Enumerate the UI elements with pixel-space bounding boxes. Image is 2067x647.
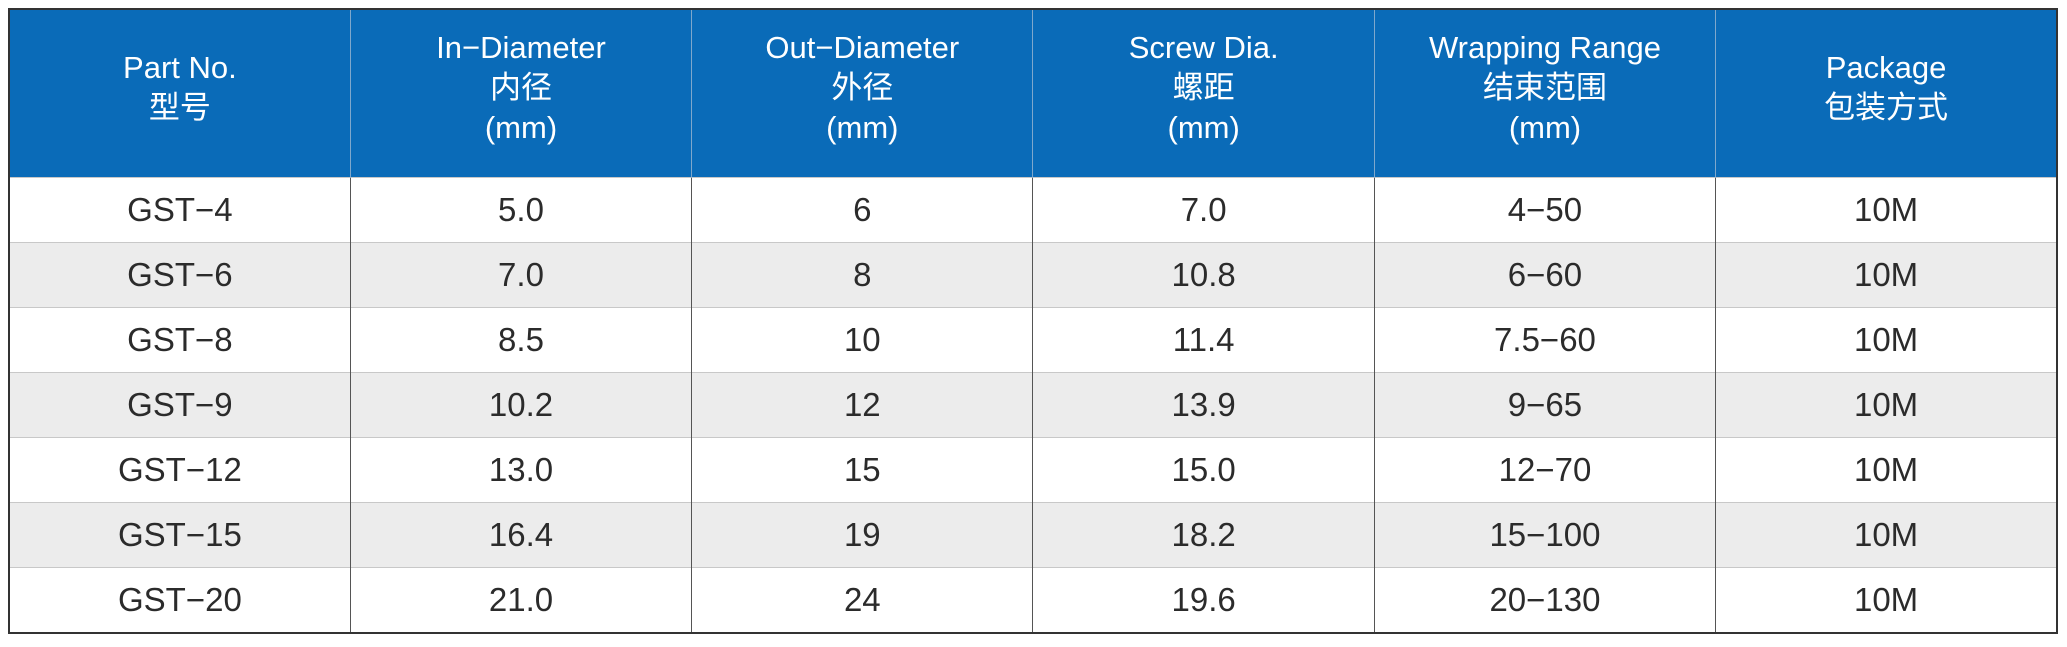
header-row: Part No. 型号 In−Diameter 内径 (mm) Out−Diamete… <box>9 9 2057 178</box>
header-unit: (mm) <box>1508 109 1582 145</box>
cell-out-diameter: 24 <box>691 567 1033 633</box>
header-en: Package <box>1825 49 1947 85</box>
cell-screw-dia: 15.0 <box>1032 437 1375 503</box>
table-row: GST−9 10.2 12 13.9 9−65 10M <box>9 372 2057 438</box>
cell-part-no: GST−8 <box>9 307 351 373</box>
cell-screw-dia: 11.4 <box>1032 307 1375 373</box>
cell-screw-dia: 19.6 <box>1032 567 1375 633</box>
cell-package: 10M <box>1715 567 2057 633</box>
cell-in-diameter: 21.0 <box>349 567 692 633</box>
header-en: Wrapping Range <box>1428 29 1662 65</box>
header-en: In−Diameter <box>436 29 606 65</box>
header-cn: 外径 <box>831 69 894 105</box>
cell-out-diameter: 10 <box>691 307 1033 373</box>
table-header: Part No. 型号 In−Diameter 内径 (mm) Out−Diamete… <box>9 9 2057 178</box>
cell-in-diameter: 5.0 <box>349 177 692 243</box>
header-cn: 结束范围 <box>1482 69 1607 105</box>
header-en: Out−Diameter <box>765 29 960 65</box>
header-unit: (mm) <box>484 109 558 145</box>
cell-package: 10M <box>1715 242 2057 308</box>
table-row: GST−4 5.0 6 7.0 4−50 10M <box>9 177 2057 243</box>
cell-part-no: GST−9 <box>9 372 351 438</box>
table-row: GST−15 16.4 19 18.2 15−100 10M <box>9 502 2057 568</box>
cell-out-diameter: 6 <box>691 177 1033 243</box>
header-cn: 螺距 <box>1172 69 1235 105</box>
table-row: GST−6 7.0 8 10.8 6−60 10M <box>9 242 2057 308</box>
cell-wrapping-range: 12−70 <box>1373 437 1716 503</box>
cell-in-diameter: 10.2 <box>349 372 692 438</box>
header-part-no: Part No. 型号 <box>9 9 351 178</box>
header-cn: 型号 <box>148 89 211 125</box>
table-row: GST−8 8.5 10 11.4 7.5−60 10M <box>9 307 2057 373</box>
header-screw-dia: Screw Dia. 螺距 (mm) <box>1032 9 1375 178</box>
cell-in-diameter: 16.4 <box>349 502 692 568</box>
cell-part-no: GST−20 <box>9 567 351 633</box>
cell-out-diameter: 15 <box>691 437 1033 503</box>
header-wrapping-range: Wrapping Range 结束范围 (mm) <box>1373 9 1716 178</box>
cell-in-diameter: 7.0 <box>349 242 692 308</box>
table-body: GST−4 5.0 6 7.0 4−50 10M GST−6 7.0 8 10.… <box>9 177 2057 633</box>
cell-wrapping-range: 15−100 <box>1373 502 1716 568</box>
header-en: Screw Dia. <box>1128 29 1279 65</box>
cell-package: 10M <box>1715 307 2057 373</box>
header-cn: 内径 <box>489 69 552 105</box>
header-cn: 包装方式 <box>1824 89 1949 125</box>
cell-screw-dia: 13.9 <box>1032 372 1375 438</box>
cell-package: 10M <box>1715 177 2057 243</box>
header-en: Part No. <box>123 49 237 85</box>
cell-out-diameter: 12 <box>691 372 1033 438</box>
cell-part-no: GST−12 <box>9 437 351 503</box>
header-in-diameter: In−Diameter 内径 (mm) <box>349 9 692 178</box>
cell-package: 10M <box>1715 437 2057 503</box>
cell-wrapping-range: 20−130 <box>1373 567 1716 633</box>
cell-wrapping-range: 6−60 <box>1373 242 1716 308</box>
spec-table: Part No. 型号 In−Diameter 内径 (mm) Out−Diamete… <box>8 8 2058 634</box>
header-unit: (mm) <box>1167 109 1240 145</box>
cell-part-no: GST−4 <box>9 177 351 243</box>
cell-screw-dia: 10.8 <box>1032 242 1375 308</box>
cell-package: 10M <box>1715 372 2057 438</box>
cell-out-diameter: 19 <box>691 502 1033 568</box>
cell-in-diameter: 13.0 <box>349 437 692 503</box>
header-unit: (mm) <box>826 109 899 145</box>
header-out-diameter: Out−Diameter 外径 (mm) <box>691 9 1033 178</box>
cell-part-no: GST−15 <box>9 502 351 568</box>
cell-screw-dia: 7.0 <box>1032 177 1375 243</box>
table-row: GST−12 13.0 15 15.0 12−70 10M <box>9 437 2057 503</box>
cell-wrapping-range: 4−50 <box>1373 177 1716 243</box>
table-row: GST−20 21.0 24 19.6 20−130 10M <box>9 567 2057 633</box>
cell-package: 10M <box>1715 502 2057 568</box>
cell-wrapping-range: 9−65 <box>1373 372 1716 438</box>
cell-part-no: GST−6 <box>9 242 351 308</box>
cell-screw-dia: 18.2 <box>1032 502 1375 568</box>
cell-out-diameter: 8 <box>691 242 1033 308</box>
header-package: Package 包装方式 <box>1715 9 2057 178</box>
cell-in-diameter: 8.5 <box>349 307 692 373</box>
cell-wrapping-range: 7.5−60 <box>1373 307 1716 373</box>
